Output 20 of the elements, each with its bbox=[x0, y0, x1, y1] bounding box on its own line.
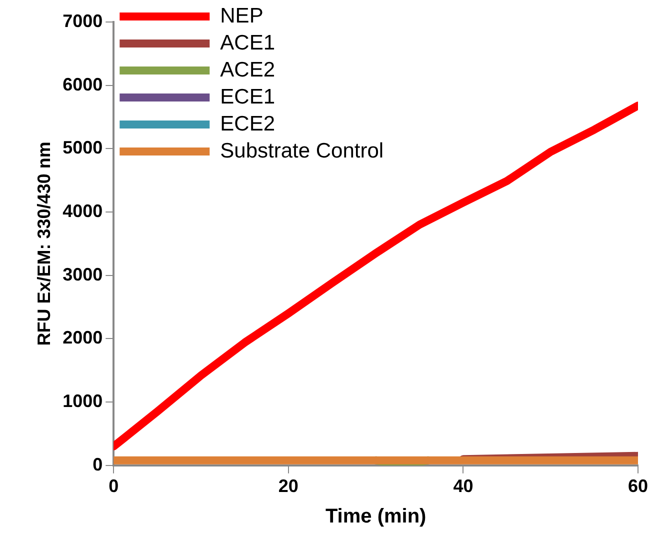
x-tick-label: 60 bbox=[628, 476, 648, 496]
legend-label: ECE1 bbox=[220, 85, 275, 108]
legend-label: ACE1 bbox=[220, 31, 275, 54]
y-tick-label: 3000 bbox=[62, 264, 103, 284]
legend-label: ACE2 bbox=[220, 58, 275, 82]
x-tick-label: 0 bbox=[108, 476, 119, 496]
y-tick-label: 7000 bbox=[62, 10, 103, 31]
y-axis-title: RFU Ex/EM: 330/430 nm bbox=[34, 142, 54, 346]
y-tick-label: 4000 bbox=[62, 200, 103, 221]
x-tick-label: 20 bbox=[278, 476, 298, 496]
y-tick-label: 5000 bbox=[62, 138, 103, 158]
y-tick-label: 1000 bbox=[62, 391, 103, 412]
y-tick-label: 6000 bbox=[62, 74, 103, 94]
y-tick-label: 2000 bbox=[62, 328, 103, 348]
legend-label: ECE2 bbox=[220, 112, 275, 136]
x-tick-label: 40 bbox=[453, 476, 474, 496]
x-axis-title: Time (min) bbox=[325, 506, 426, 528]
legend-label: NEP bbox=[220, 4, 264, 28]
legend-label: Substrate Control bbox=[220, 139, 384, 162]
y-tick-label: 0 bbox=[92, 454, 103, 474]
